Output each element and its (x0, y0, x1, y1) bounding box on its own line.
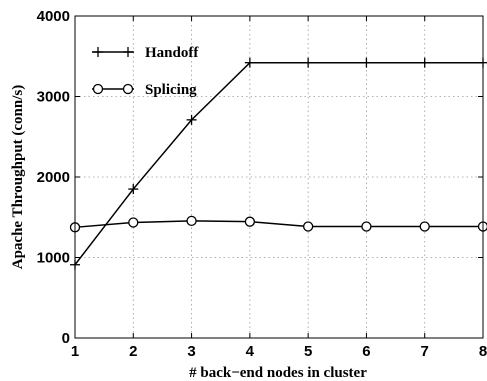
data-point-splicing (244, 216, 256, 227)
y-tick-label: 4000 (37, 8, 70, 25)
x-tick-label: 5 (304, 343, 312, 360)
series-line-splicing (74, 220, 483, 229)
y-tick-label: 0 (62, 330, 70, 347)
data-point-splicing (361, 221, 372, 232)
x-tick-label: 1 (71, 343, 79, 360)
data-point-handoff (419, 57, 430, 68)
legend-item-splicing: Splicing (92, 82, 197, 98)
plot-frame (74, 15, 484, 339)
x-tick-label: 6 (362, 343, 370, 360)
x-tick-labels: 1 2 3 4 5 6 7 8 (71, 343, 487, 360)
data-point-splicing (419, 221, 430, 232)
y-tick-label: 3000 (37, 89, 70, 106)
x-tick-label: 8 (479, 343, 487, 360)
y-tick-label: 1000 (37, 250, 70, 267)
grid (75, 16, 483, 338)
data-point-splicing (128, 217, 139, 228)
x-axis-label: # back−end nodes in cluster (189, 365, 367, 381)
x-tick-label: 2 (129, 343, 137, 360)
data-point-handoff (244, 57, 255, 68)
legend-marker (92, 83, 104, 95)
legend-marker (122, 83, 134, 95)
x-tick-label: 4 (246, 343, 255, 360)
legend-item-handoff: Handoff (92, 45, 199, 61)
series-line-handoff (74, 61, 483, 266)
legend: Handoff Splicing (92, 45, 199, 98)
data-point-handoff (128, 184, 139, 195)
data-point-handoff (361, 57, 372, 68)
y-tick-label: 2000 (37, 169, 70, 186)
data-point-splicing (302, 221, 314, 232)
x-tick-label: 7 (421, 343, 429, 360)
y-tick-labels: 0 1000 2000 3000 4000 (37, 8, 70, 347)
y-axis-label: Apache Throughput (conn/s) (10, 85, 26, 270)
data-point-splicing (186, 215, 197, 227)
data-point-handoff (186, 114, 197, 125)
x-tick-label: 3 (187, 343, 195, 360)
legend-label: Handoff (145, 45, 199, 61)
legend-marker (93, 47, 103, 57)
data-point-handoff (303, 57, 314, 68)
legend-marker (123, 47, 133, 57)
legend-label: Splicing (145, 82, 197, 98)
plot-border (74, 15, 484, 339)
